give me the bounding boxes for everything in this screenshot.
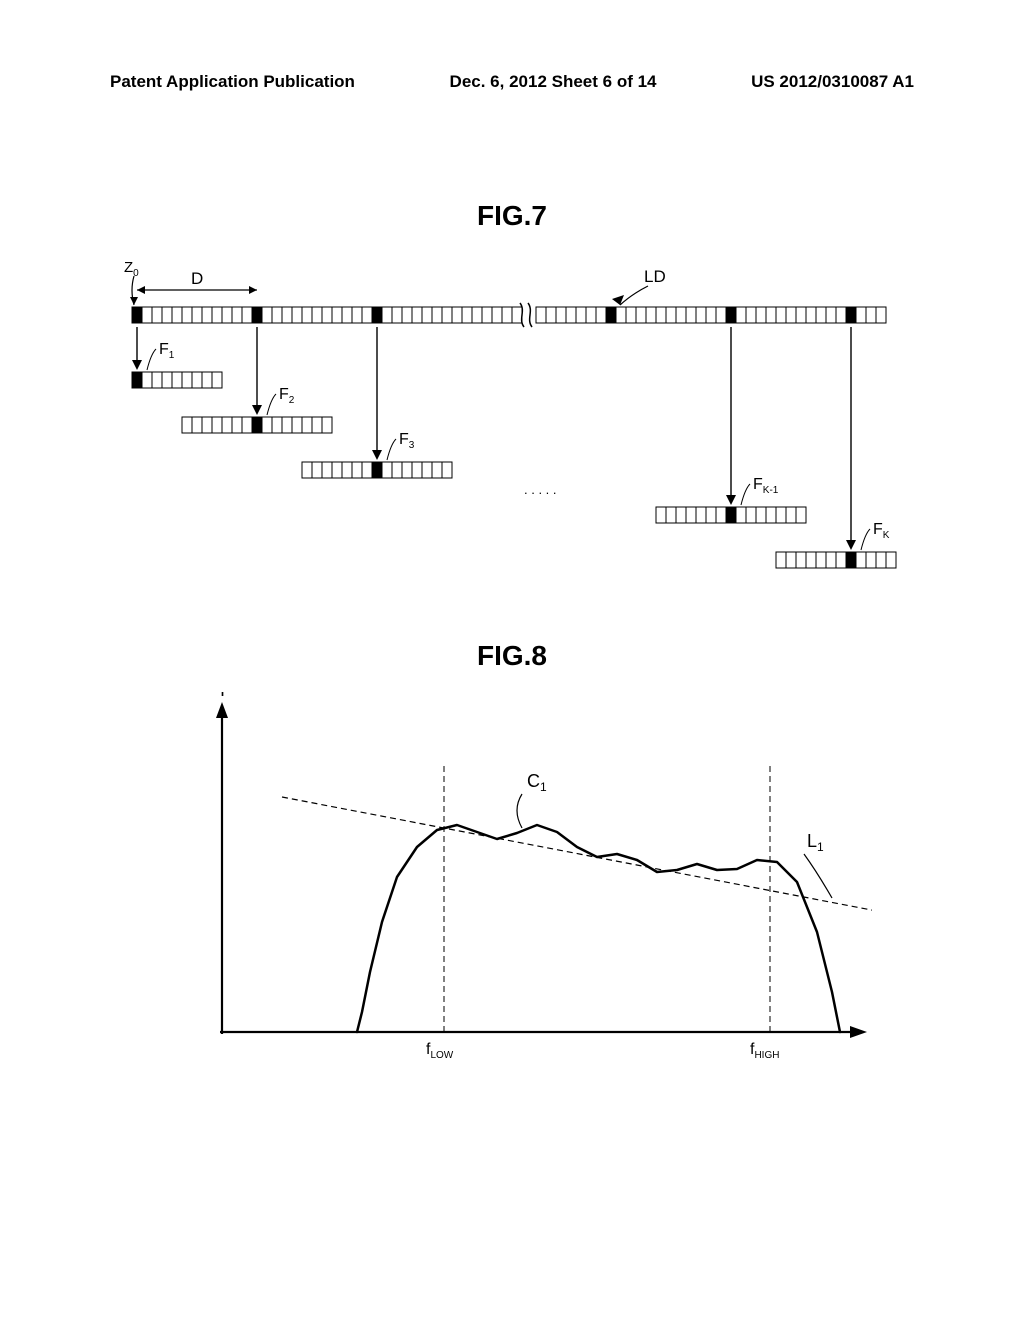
svg-text:FK: FK [873,521,890,541]
fig8-title: FIG.8 [110,640,914,672]
svg-text:F1: F1 [159,341,175,361]
svg-text:F3: F3 [399,431,415,451]
pub-left: Patent Application Publication [110,72,355,92]
fig7-svg: Z0 D LD F1 F2 F3 . . . . . FK-1 FK [120,262,910,572]
svg-text:FK-1: FK-1 [753,476,779,496]
pub-right: US 2012/0310087 A1 [751,72,914,92]
svg-text:fHIGH: fHIGH [750,1041,779,1061]
svg-text:L1: L1 [807,831,824,854]
svg-text:. . . . .: . . . . . [524,482,557,497]
fig7-title: FIG.7 [110,200,914,232]
figure-8: FIG.8 IfC1L1fLOWfHIGH [110,640,914,1120]
figure-7: FIG.7 Z0 D LD F1 F2 F3 . . . . . FK-1 FK [110,200,914,560]
svg-text:D: D [191,269,203,288]
pub-middle: Dec. 6, 2012 Sheet 6 of 14 [450,72,657,92]
svg-text:C1: C1 [527,771,547,794]
svg-text:Z0: Z0 [124,262,139,279]
svg-text:I: I [220,692,225,700]
fig8-svg: IfC1L1fLOWfHIGH [152,692,872,1092]
svg-text:F2: F2 [279,386,295,406]
svg-text:fLOW: fLOW [426,1041,454,1061]
page-header: Patent Application Publication Dec. 6, 2… [0,72,1024,92]
svg-text:LD: LD [644,267,666,286]
